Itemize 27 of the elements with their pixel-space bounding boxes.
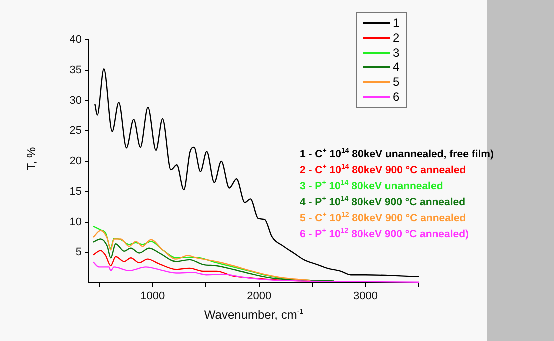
line-series bbox=[92, 262, 419, 283]
annotation: 1 - C$^{+}$ 10$^{14}$ 80keV unannealed, free film) bbox=[300, 148, 494, 162]
y-tick-label: 35 bbox=[70, 64, 82, 76]
annotation: 4 - P$^{+}$ 10$^{14}$ 80keV 900 °C annealed bbox=[300, 196, 467, 210]
line-series bbox=[92, 238, 335, 282]
legend-label: 6 bbox=[393, 90, 400, 104]
x-tick-label: 3000 bbox=[354, 290, 378, 303]
y-tick-label: 20 bbox=[70, 156, 82, 168]
y-axis-title: T, % bbox=[24, 147, 39, 171]
legend-label: 3 bbox=[393, 46, 400, 60]
annotation: 2 - C$^{+}$ 10$^{14}$ 80keV 900 °C annealed bbox=[300, 164, 468, 178]
y-tick-label: 15 bbox=[70, 186, 82, 198]
y-tick-label: 10 bbox=[70, 216, 82, 228]
annotation: 5 - C$^{+}$ 10$^{12}$ 80keV 900 °C annealed bbox=[300, 212, 468, 226]
x-axis-title: Wavenumber, cm$^{-1}$ bbox=[203, 308, 305, 322]
x-tick-label: 1000 bbox=[140, 290, 166, 303]
legend-label: 2 bbox=[393, 31, 400, 46]
y-tick-label: 30 bbox=[70, 94, 82, 107]
legend-label: 1 bbox=[393, 16, 400, 30]
y-tick-label: 25 bbox=[70, 125, 82, 138]
y-tick-label: 5 bbox=[76, 246, 82, 259]
annotation: 3 - P$^{+}$ 10$^{14}$ 80keV unannealed bbox=[300, 180, 444, 194]
y-tick-label: 40 bbox=[70, 34, 82, 46]
legend-label: 5 bbox=[393, 75, 400, 90]
annotation: 6 - P$^{+}$ 10$^{12}$ 80keV 900 °C annealed) bbox=[300, 228, 470, 242]
legend-label: 4 bbox=[393, 60, 400, 74]
x-tick-label: 2000 bbox=[247, 290, 272, 303]
